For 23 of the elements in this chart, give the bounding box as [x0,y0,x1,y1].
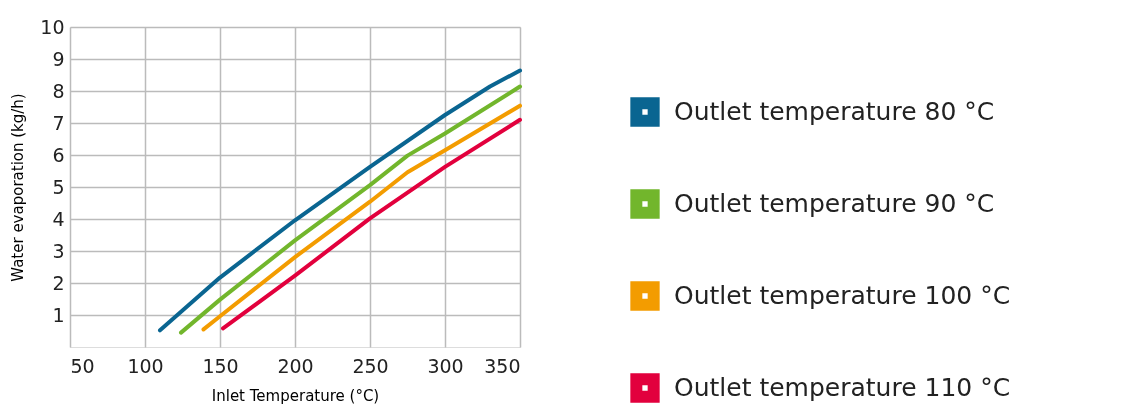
legend-label: Outlet temperature 80 °C [674,97,995,126]
legend-label: Outlet temperature 90 °C [674,189,995,218]
x-tick-label: 150 [202,354,239,377]
x-tick-label: 50 [70,354,95,377]
legend-label: Outlet temperature 100 °C [674,281,1011,310]
y-tick-label: 9 [52,47,65,70]
x-tick-label: 200 [277,354,314,377]
y-tick-label: 6 [52,143,65,166]
y-tick-label: 8 [52,79,65,102]
legend-label: Outlet temperature 110 °C [674,373,1011,402]
y-tick-label: 3 [52,239,65,262]
y-axis-title: Water evaporation (kg/h) [9,93,28,282]
y-tick-label: 2 [52,271,65,294]
y-tick-label: 5 [52,175,65,198]
y-tick-label: 7 [52,111,65,134]
x-tick-label: 250 [352,354,389,377]
x-tick-label: 100 [127,354,164,377]
x-tick-label: 300 [427,354,464,377]
y-tick-label: 10 [40,15,65,38]
x-axis-title: Inlet Temperature (°C) [211,386,380,405]
y-tick-label: 1 [52,303,65,326]
y-tick-label: 4 [52,207,65,230]
x-tick-label: 350 [484,354,521,377]
